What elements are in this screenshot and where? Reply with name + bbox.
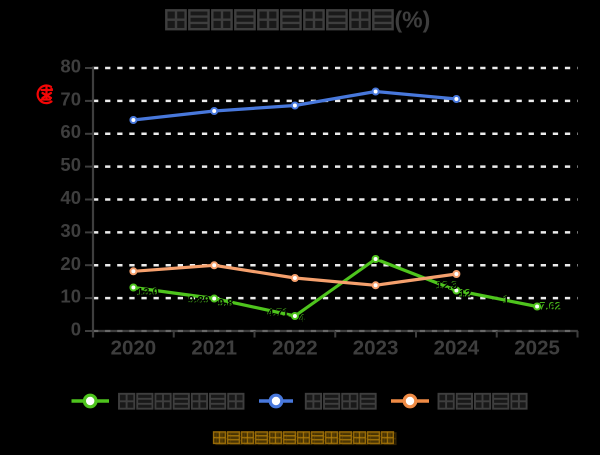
svg-text:4: 4	[299, 313, 306, 325]
svg-text:9.8: 9.8	[218, 298, 233, 310]
svg-text:7.62: 7.62	[539, 301, 560, 313]
svg-text:9.89: 9.89	[188, 294, 209, 306]
svg-text:12.3: 12.3	[436, 280, 457, 292]
svg-text:60: 60	[60, 121, 81, 142]
svg-text:12: 12	[459, 289, 471, 301]
svg-text:1: 1	[503, 295, 509, 307]
svg-text:22.2: 22.2	[379, 251, 400, 263]
svg-text:9.89: 9.89	[188, 295, 209, 307]
svg-text:4.71: 4.71	[267, 308, 288, 320]
svg-text:(%): (%)	[395, 7, 431, 33]
svg-text:4: 4	[299, 313, 306, 325]
svg-text:9.8: 9.8	[218, 297, 233, 309]
svg-text:50: 50	[60, 154, 81, 175]
svg-text:80: 80	[60, 56, 81, 77]
svg-text:13.0: 13.0	[137, 287, 158, 299]
svg-text:40: 40	[60, 187, 81, 208]
svg-text:2021: 2021	[191, 337, 237, 360]
svg-text:20: 20	[60, 253, 81, 274]
svg-text:2020: 2020	[111, 337, 157, 360]
svg-text:2022: 2022	[272, 337, 318, 360]
svg-text:1: 1	[503, 294, 509, 306]
svg-text:12.3: 12.3	[436, 280, 457, 292]
svg-text:0: 0	[71, 319, 81, 340]
svg-text:70: 70	[60, 88, 81, 109]
svg-text:7.62: 7.62	[540, 302, 561, 314]
svg-text:10: 10	[60, 286, 81, 307]
svg-text:30: 30	[60, 220, 81, 241]
svg-text:13.0: 13.0	[137, 286, 158, 298]
svg-text:12: 12	[458, 288, 470, 300]
svg-text:2023: 2023	[353, 337, 399, 360]
svg-text:2024: 2024	[434, 337, 480, 360]
svg-text:4.71: 4.71	[267, 307, 288, 319]
svg-text:2025: 2025	[514, 337, 560, 360]
